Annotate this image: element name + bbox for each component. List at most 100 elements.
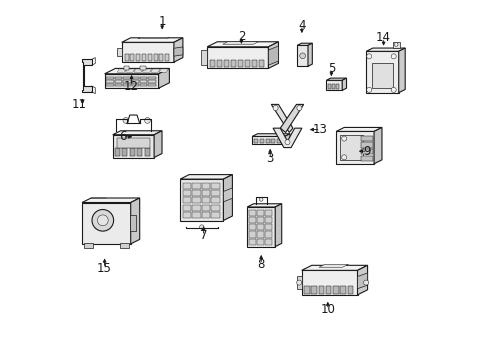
Bar [372,63,393,88]
Polygon shape [336,127,382,131]
Polygon shape [252,136,285,144]
Bar [132,80,139,83]
Polygon shape [271,104,293,132]
Bar [265,224,272,230]
Polygon shape [81,59,92,92]
Bar [123,77,130,79]
Polygon shape [275,204,282,247]
Polygon shape [117,69,126,72]
Polygon shape [113,131,162,135]
Polygon shape [336,131,374,164]
Bar [106,77,114,79]
Bar [238,60,243,67]
Polygon shape [358,265,368,295]
Circle shape [123,117,129,123]
Bar [254,139,258,143]
Circle shape [92,210,114,231]
Polygon shape [273,128,302,148]
Bar [252,60,257,67]
Polygon shape [180,179,223,220]
Circle shape [342,155,347,160]
Bar [257,239,264,245]
Polygon shape [125,69,135,72]
Text: 6: 6 [119,130,126,143]
Bar [202,204,210,211]
Polygon shape [374,127,382,164]
Bar [145,148,150,156]
Bar [340,135,363,160]
Bar [142,54,146,61]
Bar [123,80,130,83]
Bar [211,190,220,196]
Bar [132,84,139,86]
Text: 10: 10 [320,303,335,316]
Polygon shape [302,265,368,270]
Bar [137,148,142,156]
Bar [249,231,256,238]
Bar [277,139,281,143]
Bar [202,183,210,189]
Text: 15: 15 [97,262,112,275]
Bar [165,54,169,61]
Polygon shape [326,78,346,80]
Bar [122,148,127,156]
Circle shape [285,140,290,145]
Circle shape [145,117,150,123]
Bar [318,287,324,294]
Polygon shape [280,104,304,132]
Text: 2: 2 [238,30,245,42]
Bar [265,231,272,238]
Bar [328,84,331,89]
Bar [115,77,122,79]
Bar [332,84,335,89]
Polygon shape [122,42,174,62]
Polygon shape [159,68,170,88]
Circle shape [391,87,396,92]
Polygon shape [223,188,232,202]
Bar [183,212,191,218]
Bar [148,80,156,83]
Bar [202,197,210,203]
Polygon shape [143,69,151,72]
Bar [336,84,339,89]
Bar [140,77,147,79]
Text: 12: 12 [124,80,139,93]
Bar [148,84,156,86]
Bar [312,287,317,294]
Polygon shape [159,69,169,72]
Bar [211,212,220,218]
Polygon shape [285,134,290,144]
Polygon shape [82,202,131,244]
Bar [192,190,201,196]
Text: 7: 7 [200,229,207,242]
Bar [124,54,129,61]
Bar [183,197,191,203]
Bar [124,66,129,70]
Bar [361,143,373,148]
Bar [333,287,339,294]
Bar [224,60,229,67]
Polygon shape [82,198,140,202]
Polygon shape [326,80,342,90]
Bar [148,77,156,79]
Bar [159,54,164,61]
Bar [361,156,373,161]
Polygon shape [174,38,183,62]
Polygon shape [201,50,207,65]
Polygon shape [151,69,160,72]
Polygon shape [358,273,368,289]
Bar [210,60,215,67]
Bar [259,60,264,67]
Bar [211,197,220,203]
Bar [361,136,373,141]
Circle shape [297,105,302,111]
Polygon shape [269,46,278,65]
Polygon shape [207,42,278,47]
Polygon shape [308,43,312,66]
Bar [304,287,310,294]
Polygon shape [296,276,302,289]
Bar [211,183,220,189]
Circle shape [199,225,204,229]
Circle shape [394,42,398,46]
Polygon shape [222,42,258,44]
